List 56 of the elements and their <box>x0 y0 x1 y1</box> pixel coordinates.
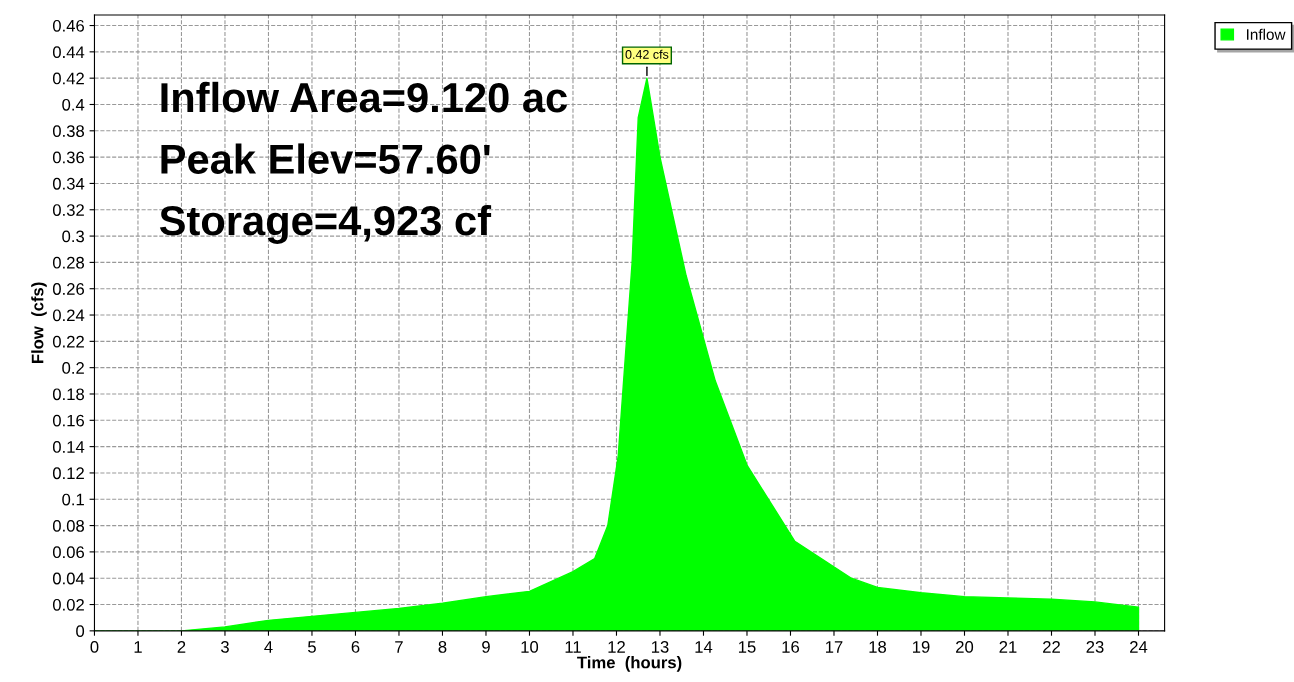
x-tick-label: 2 <box>177 641 186 653</box>
x-tick-label: 10 <box>521 641 539 653</box>
x-tick-label: 20 <box>956 641 974 653</box>
y-tick-label: 0.2 <box>62 362 84 374</box>
x-tick-label: 9 <box>482 641 490 653</box>
legend-label: Inflow <box>1247 28 1286 40</box>
y-tick-label: 0.42 <box>52 72 84 85</box>
x-tick-label: 1 <box>134 641 142 653</box>
y-tick-label: 0.3 <box>62 230 85 243</box>
x-tick-label: 19 <box>912 641 930 653</box>
x-tick-label: 22 <box>1043 641 1060 653</box>
x-tick-label: 4 <box>264 641 273 653</box>
x-tick-label: 11 <box>565 641 581 653</box>
x-tick-label: 3 <box>220 641 229 653</box>
y-tick-label: 0.1 <box>62 493 84 506</box>
y-tick-label: 0.02 <box>52 598 84 611</box>
y-tick-label: 0.08 <box>52 519 85 532</box>
x-tick-label: 16 <box>782 641 800 653</box>
y-tick-label: 0.38 <box>52 125 85 138</box>
x-tick-label: 24 <box>1130 641 1148 653</box>
x-tick-label: 12 <box>608 641 625 653</box>
x-tick-label: 7 <box>395 641 403 653</box>
annotation: Inflow Area=9.120 ac <box>161 81 567 113</box>
x-tick-label: 21 <box>999 641 1017 653</box>
y-tick-label: 0.16 <box>52 414 85 427</box>
y-tick-label: 0 <box>76 625 85 638</box>
y-tick-label: 0.22 <box>52 335 84 348</box>
y-tick-label: 0.06 <box>52 546 85 559</box>
x-tick-label: 5 <box>308 641 316 653</box>
x-tick-label: 8 <box>438 641 447 653</box>
y-tick-label: 0.12 <box>52 467 84 480</box>
annotation: Storage=4,923 cf <box>159 204 492 244</box>
y-tick-label: 0.34 <box>52 177 85 190</box>
x-tick-label: 23 <box>1086 641 1104 653</box>
y-tick-label: 0.28 <box>52 256 85 269</box>
x-tick-label: 18 <box>869 641 887 653</box>
y-tick-label: 0.24 <box>52 309 85 322</box>
y-tick-label: 0.46 <box>52 19 85 32</box>
y-tick-label: 0.36 <box>52 151 85 164</box>
x-tick-label: 17 <box>825 641 843 653</box>
y-tick-label: 0.4 <box>62 98 85 111</box>
y-tick-label: 0.32 <box>52 204 84 216</box>
annotation: Peak Elev=57.60' <box>161 143 490 174</box>
y-tick-label: 0.18 <box>52 388 85 401</box>
x-tick-label: 13 <box>651 641 669 653</box>
y-axis-title: Flow (cfs) <box>31 282 47 364</box>
x-tick-label: 15 <box>738 641 756 653</box>
x-tick-label: 6 <box>351 641 360 653</box>
x-tick-label: 14 <box>695 641 713 653</box>
x-tick-label: 0 <box>90 641 99 653</box>
x-axis-title: Time (hours) <box>577 656 682 672</box>
y-tick-label: 0.44 <box>52 46 85 59</box>
y-tick-label: 0.26 <box>52 283 85 295</box>
y-tick-label: 0.04 <box>52 572 85 585</box>
annotation: 0.42 cfs <box>625 49 669 59</box>
y-tick-label: 0.14 <box>52 441 85 453</box>
